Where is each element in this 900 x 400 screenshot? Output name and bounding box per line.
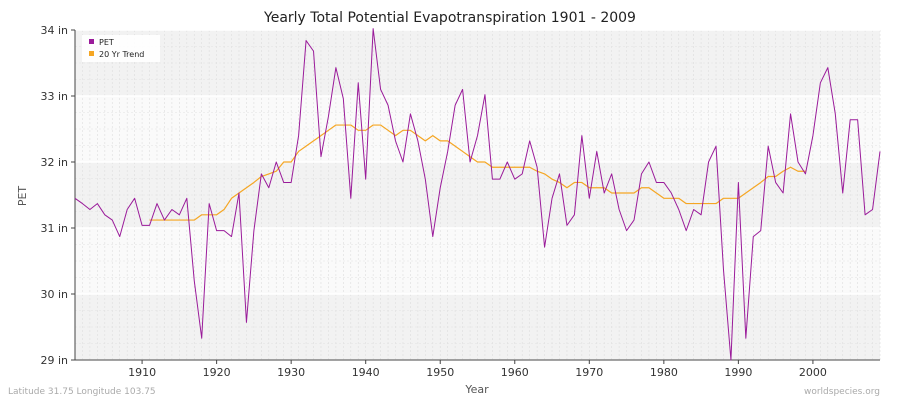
x-tick-label: 1920 [203,366,231,379]
y-tick-label: 32 in [40,156,68,169]
series-lines [74,28,881,361]
legend-swatch-pet [89,39,94,44]
x-axis-label: Year [464,383,489,396]
x-tick-label: 1980 [650,366,678,379]
y-tick-label: 29 in [40,354,68,367]
x-tick-label: 1950 [426,366,454,379]
legend-swatch-trend [89,51,94,56]
x-axis-ticks: 1910 1920 1930 1940 1950 1960 1970 1980 1990 2000 [128,360,827,379]
x-tick-label: 1970 [575,366,603,379]
y-tick-label: 31 in [40,222,68,235]
chart-title: Yearly Total Potential Evapotranspiratio… [263,10,636,26]
series-line-pet [74,28,881,361]
footer-source: worldspecies.org [804,387,880,397]
y-axis-ticks: 29 in 30 in 31 in 32 in 33 in 34 in [40,24,75,367]
x-tick-label: 1940 [352,366,380,379]
footer-coordinates: Latitude 31.75 Longitude 103.75 [8,387,156,397]
x-tick-label: 2000 [799,366,827,379]
series-line-trend [149,124,806,221]
legend: PET 20 Yr Trend [82,35,160,62]
x-tick-label: 1990 [724,366,752,379]
x-tick-label: 1910 [128,366,156,379]
grid-lines [74,29,881,361]
y-tick-label: 33 in [40,90,68,103]
y-tick-label: 30 in [40,288,68,301]
y-axis-label: PET [16,186,29,207]
y-tick-label: 34 in [40,24,68,37]
x-tick-label: 1930 [277,366,305,379]
legend-box [82,35,160,62]
legend-label-trend: 20 Yr Trend [99,50,144,59]
legend-label-pet: PET [99,38,114,47]
x-tick-label: 1960 [501,366,529,379]
